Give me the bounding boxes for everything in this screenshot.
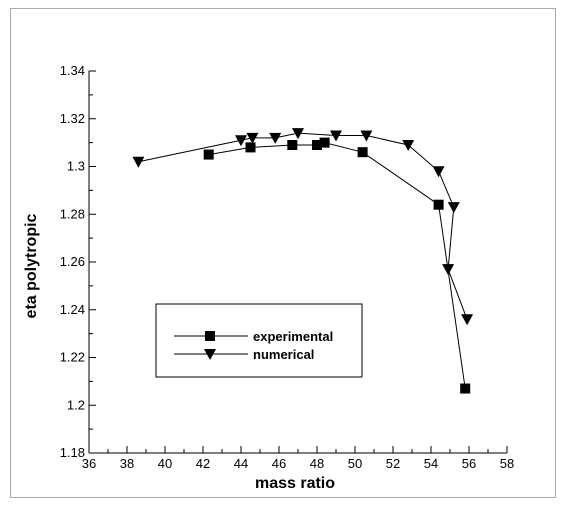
data-point-experimental	[312, 140, 322, 151]
legend: experimental numerical	[155, 303, 363, 378]
y-axis-title: eta polytropic	[23, 213, 40, 318]
plot-area	[132, 128, 474, 394]
y-tick-label: 1.22	[60, 350, 85, 365]
data-point-numerical	[360, 130, 373, 142]
x-tick-label: 38	[120, 456, 134, 471]
x-tick-label: 58	[500, 456, 514, 471]
y-tick-label: 1.28	[60, 206, 85, 221]
data-point-experimental	[433, 199, 444, 210]
y-tick-label: 1.18	[60, 445, 85, 460]
chart-frame	[10, 8, 556, 498]
x-tick-label: 44	[234, 456, 248, 471]
data-point-numerical	[132, 156, 145, 168]
data-point-numerical	[432, 166, 445, 178]
y-tick-label: 1.3	[67, 159, 85, 174]
data-point-numerical	[402, 140, 415, 152]
data-point-numerical	[235, 135, 247, 147]
data-point-numerical	[330, 130, 342, 142]
data-point-numerical	[269, 132, 282, 144]
legend-marker-experimental	[205, 331, 215, 341]
data-point-experimental	[245, 142, 256, 153]
x-tick-label: 48	[310, 456, 324, 471]
x-tick-label: 54	[424, 456, 438, 471]
x-tick-label: 36	[82, 456, 96, 471]
data-point-experimental	[319, 137, 330, 148]
data-point-numerical	[292, 128, 304, 140]
data-point-numerical	[447, 202, 460, 214]
x-axis-title: mass ratio	[255, 475, 335, 492]
x-tick-label: 50	[348, 456, 362, 471]
data-point-experimental	[287, 140, 298, 151]
x-tick-label: 56	[462, 456, 476, 471]
legend-label-numerical: numerical	[253, 347, 314, 362]
series-line-numerical	[138, 132, 468, 320]
x-tick-label: 40	[158, 456, 172, 471]
y-tick-label: 1.34	[60, 63, 85, 78]
legend-label-experimental: experimental	[253, 329, 333, 344]
ticks: 36 38 40 42 44 46 48 50 52 54 56 58 1.18 1.2 1.22 1.24 1…	[60, 63, 515, 471]
y-tick-label: 1.26	[60, 254, 85, 269]
y-tick-label: 1.24	[60, 302, 85, 317]
data-point-experimental	[203, 149, 214, 160]
x-tick-label: 42	[196, 456, 210, 471]
legend-marker-numerical	[204, 349, 216, 360]
y-tick-label: 1.32	[60, 111, 85, 126]
x-tick-label: 52	[386, 456, 400, 471]
data-point-numerical	[246, 132, 259, 144]
y-tick-label: 1.2	[67, 397, 85, 412]
data-point-numerical	[461, 314, 474, 326]
legend-box	[155, 303, 363, 378]
data-point-experimental	[357, 147, 368, 158]
x-tick-label: 46	[272, 456, 286, 471]
data-point-numerical	[442, 264, 455, 276]
data-point-experimental	[460, 383, 471, 394]
